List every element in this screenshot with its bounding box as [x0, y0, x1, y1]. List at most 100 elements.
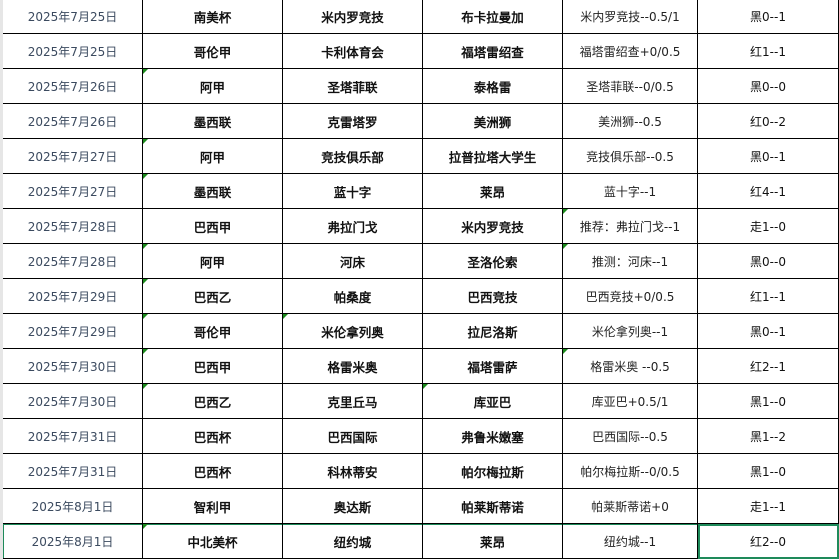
cell-tip[interactable]: 帕尔梅拉斯--0/0.5 — [563, 454, 698, 489]
cell-tip[interactable]: 格雷米奥 --0.5 — [563, 349, 698, 384]
table-row: 2025年7月26日 阿甲 圣塔菲联 泰格雷 圣塔菲联--0/0.5 黑0--0 — [3, 69, 839, 104]
cell-date[interactable]: 2025年7月30日 — [3, 384, 143, 419]
cell-away[interactable]: 弗鲁米嫩塞 — [423, 419, 563, 454]
cell-home[interactable]: 河床 — [283, 244, 423, 279]
cell-league[interactable]: 巴西杯 — [143, 419, 283, 454]
cell-date[interactable]: 2025年7月29日 — [3, 314, 143, 349]
cell-away[interactable]: 莱昂 — [423, 524, 563, 559]
cell-result[interactable]: 黑1--0 — [698, 384, 839, 419]
table-row: 2025年7月27日 阿甲 竞技俱乐部 拉普拉塔大学生 竞技俱乐部--0.5 黑0--1 — [3, 139, 839, 174]
table-row: 2025年7月25日 南美杯 米内罗竞技 布卡拉曼加 米内罗竞技--0.5/1 黑0--1 — [3, 0, 839, 34]
cell-home[interactable]: 帕桑度 — [283, 279, 423, 314]
cell-date[interactable]: 2025年7月31日 — [3, 419, 143, 454]
cell-result[interactable]: 黑0--1 — [698, 139, 839, 174]
cell-date[interactable]: 2025年7月26日 — [3, 69, 143, 104]
cell-league[interactable]: 巴西乙 — [143, 384, 283, 419]
cell-league[interactable]: 哥伦甲 — [143, 314, 283, 349]
cell-away[interactable]: 美洲狮 — [423, 104, 563, 139]
cell-result[interactable]: 黑1--2 — [698, 419, 839, 454]
cell-date[interactable]: 2025年7月27日 — [3, 174, 143, 209]
cell-result[interactable]: 黑0--1 — [698, 314, 839, 349]
cell-league[interactable]: 智利甲 — [143, 489, 283, 524]
cell-date[interactable]: 2025年7月30日 — [3, 349, 143, 384]
cell-result[interactable]: 红0--2 — [698, 104, 839, 139]
cell-date[interactable]: 2025年7月31日 — [3, 454, 143, 489]
cell-league[interactable]: 巴西甲 — [143, 209, 283, 244]
table-row: 2025年7月29日 哥伦甲 米伦拿列奥 拉尼洛斯 米伦拿列奥--1 黑0--1 — [3, 314, 839, 349]
cell-home[interactable]: 竞技俱乐部 — [283, 139, 423, 174]
cell-league[interactable]: 阿甲 — [143, 244, 283, 279]
cell-date[interactable]: 2025年8月1日 — [3, 489, 143, 524]
cell-league[interactable]: 巴西甲 — [143, 349, 283, 384]
cell-home[interactable]: 克雷塔罗 — [283, 104, 423, 139]
cell-result[interactable]: 红4--1 — [698, 174, 839, 209]
cell-result[interactable]: 红1--1 — [698, 279, 839, 314]
cell-tip[interactable]: 巴西国际--0.5 — [563, 419, 698, 454]
cell-result[interactable]: 黑0--1 — [698, 0, 839, 34]
cell-away[interactable]: 福塔雷绍查 — [423, 34, 563, 69]
cell-league[interactable]: 阿甲 — [143, 69, 283, 104]
cell-result[interactable]: 黑0--0 — [698, 244, 839, 279]
cell-tip[interactable]: 美洲狮--0.5 — [563, 104, 698, 139]
cell-tip[interactable]: 纽约城--1 — [563, 524, 698, 559]
cell-home[interactable]: 蓝十字 — [283, 174, 423, 209]
cell-home[interactable]: 弗拉门戈 — [283, 209, 423, 244]
cell-result[interactable]: 黑0--0 — [698, 69, 839, 104]
cell-date[interactable]: 2025年7月26日 — [3, 104, 143, 139]
cell-home[interactable]: 卡利体育会 — [283, 34, 423, 69]
cell-home[interactable]: 克里丘马 — [283, 384, 423, 419]
cell-home[interactable]: 米内罗竞技 — [283, 0, 423, 34]
cell-tip[interactable]: 米内罗竞技--0.5/1 — [563, 0, 698, 34]
cell-away[interactable]: 巴西竞技 — [423, 279, 563, 314]
cell-tip[interactable]: 库亚巴+0.5/1 — [563, 384, 698, 419]
cell-result[interactable]: 黑1--0 — [698, 454, 839, 489]
cell-away[interactable]: 莱昂 — [423, 174, 563, 209]
cell-tip[interactable]: 蓝十字--1 — [563, 174, 698, 209]
cell-league[interactable]: 巴西乙 — [143, 279, 283, 314]
cell-date[interactable]: 2025年8月1日 — [3, 524, 143, 559]
cell-away[interactable]: 拉尼洛斯 — [423, 314, 563, 349]
cell-league[interactable]: 墨西联 — [143, 174, 283, 209]
cell-league[interactable]: 墨西联 — [143, 104, 283, 139]
cell-away[interactable]: 帕莱斯蒂诺 — [423, 489, 563, 524]
cell-home[interactable]: 米伦拿列奥 — [283, 314, 423, 349]
cell-tip[interactable]: 推荐：弗拉门戈--1 — [563, 209, 698, 244]
cell-date[interactable]: 2025年7月29日 — [3, 279, 143, 314]
cell-home[interactable]: 圣塔菲联 — [283, 69, 423, 104]
cell-league[interactable]: 中北美杯 — [143, 524, 283, 559]
cell-league[interactable]: 哥伦甲 — [143, 34, 283, 69]
cell-result[interactable]: 走1--0 — [698, 209, 839, 244]
cell-date[interactable]: 2025年7月27日 — [3, 139, 143, 174]
cell-away[interactable]: 圣洛伦索 — [423, 244, 563, 279]
cell-league[interactable]: 巴西杯 — [143, 454, 283, 489]
cell-tip[interactable]: 帕莱斯蒂诺+0 — [563, 489, 698, 524]
cell-away[interactable]: 福塔雷萨 — [423, 349, 563, 384]
cell-result[interactable]: 红1--1 — [698, 34, 839, 69]
cell-date[interactable]: 2025年7月25日 — [3, 0, 143, 34]
cell-result[interactable]: 走1--1 — [698, 489, 839, 524]
cell-tip[interactable]: 竞技俱乐部--0.5 — [563, 139, 698, 174]
cell-away[interactable]: 帕尔梅拉斯 — [423, 454, 563, 489]
cell-away[interactable]: 库亚巴 — [423, 384, 563, 419]
cell-away[interactable]: 拉普拉塔大学生 — [423, 139, 563, 174]
cell-result[interactable]: 红2--0 — [698, 524, 839, 559]
cell-home[interactable]: 奥达斯 — [283, 489, 423, 524]
cell-tip[interactable]: 圣塔菲联--0/0.5 — [563, 69, 698, 104]
cell-tip[interactable]: 推测：河床--1 — [563, 244, 698, 279]
cell-league[interactable]: 南美杯 — [143, 0, 283, 34]
cell-tip[interactable]: 巴西竞技+0/0.5 — [563, 279, 698, 314]
cell-date[interactable]: 2025年7月28日 — [3, 209, 143, 244]
cell-home[interactable]: 科林蒂安 — [283, 454, 423, 489]
cell-home[interactable]: 巴西国际 — [283, 419, 423, 454]
cell-away[interactable]: 泰格雷 — [423, 69, 563, 104]
cell-away[interactable]: 米内罗竞技 — [423, 209, 563, 244]
cell-home[interactable]: 格雷米奥 — [283, 349, 423, 384]
cell-result[interactable]: 红2--1 — [698, 349, 839, 384]
cell-away[interactable]: 布卡拉曼加 — [423, 0, 563, 34]
cell-tip[interactable]: 福塔雷绍查+0/0.5 — [563, 34, 698, 69]
cell-tip[interactable]: 米伦拿列奥--1 — [563, 314, 698, 349]
cell-home[interactable]: 纽约城 — [283, 524, 423, 559]
cell-date[interactable]: 2025年7月28日 — [3, 244, 143, 279]
cell-date[interactable]: 2025年7月25日 — [3, 34, 143, 69]
cell-league[interactable]: 阿甲 — [143, 139, 283, 174]
